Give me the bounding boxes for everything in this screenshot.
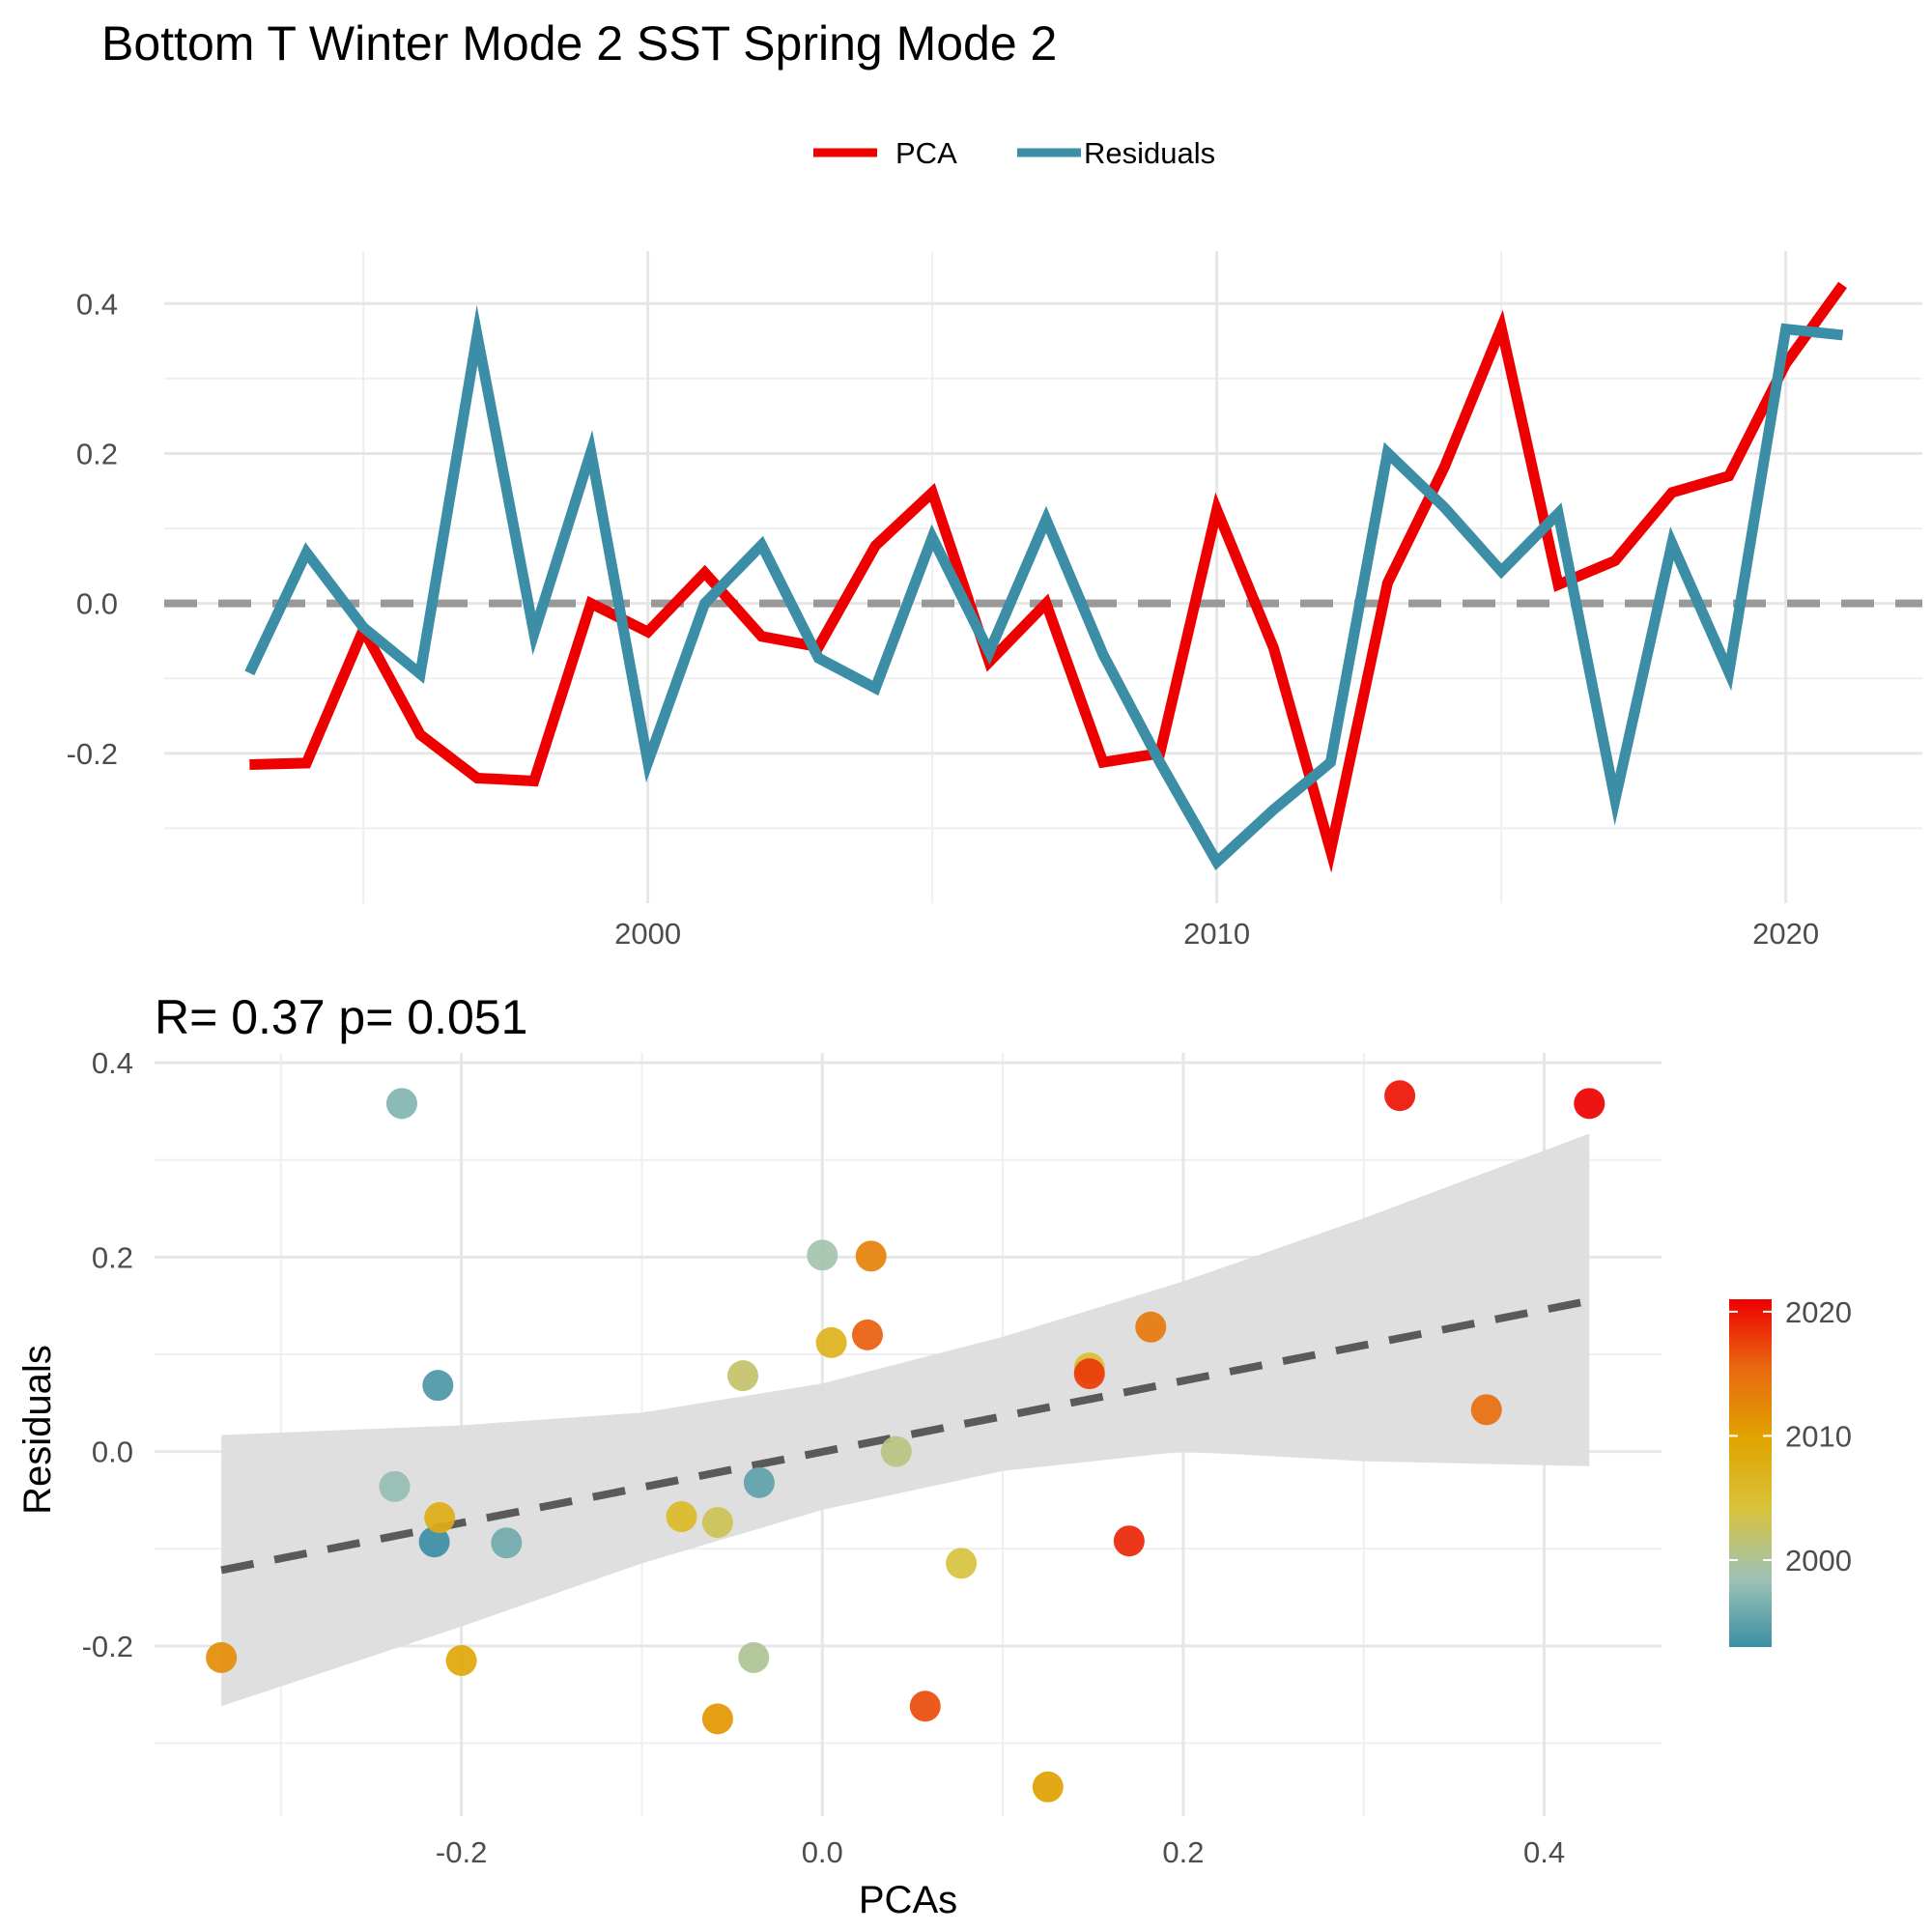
- residuals-line: [244, 304, 1844, 871]
- scatter-y-tick-label: 0.2: [92, 1240, 133, 1274]
- scatter-point: [1135, 1311, 1167, 1343]
- scatter-point: [1470, 1394, 1502, 1426]
- scatter-x-tick-label: -0.2: [436, 1835, 487, 1869]
- scatter-point: [701, 1507, 733, 1539]
- top-panel-x-ticks: 2000 2010 2020: [614, 917, 1819, 951]
- scatter-point: [909, 1690, 941, 1722]
- scatter-y-axis-label: Residuals: [16, 1345, 59, 1515]
- scatter-point: [1032, 1771, 1064, 1803]
- scatter-x-axis-label: PCAs: [859, 1879, 957, 1921]
- colorbar-tick-label: 2010: [1785, 1419, 1852, 1453]
- scatter-point: [701, 1703, 733, 1735]
- top-y-tick-label: 0.0: [76, 587, 118, 621]
- top-panel-series: [164, 281, 1922, 873]
- scatter-point: [815, 1326, 847, 1358]
- scatter-point: [1574, 1088, 1605, 1120]
- top-panel-grid: [164, 251, 1922, 903]
- scatter-x-tick-label: 0.0: [802, 1835, 843, 1869]
- top-y-tick-label: -0.2: [67, 737, 118, 771]
- scatter-point: [727, 1360, 759, 1392]
- scatter-point: [666, 1501, 697, 1533]
- scatter-confidence-ribbon: [221, 1133, 1590, 1707]
- scatter-point: [445, 1644, 477, 1676]
- scatter-x-ticks: -0.2 0.0 0.2 0.4: [436, 1835, 1565, 1869]
- top-y-tick-label: 0.4: [76, 287, 118, 321]
- scatter-point: [851, 1319, 883, 1350]
- colorbar-tick-label: 2020: [1785, 1295, 1852, 1329]
- colorbar: 2000 2010 2020: [1729, 1295, 1852, 1647]
- scatter-point: [491, 1527, 523, 1559]
- colorbar-tick-label: 2000: [1785, 1544, 1852, 1577]
- scatter-point: [743, 1466, 775, 1498]
- top-x-tick-label: 2020: [1752, 917, 1819, 951]
- scatter-y-tick-label: 0.4: [92, 1046, 133, 1080]
- scatter-y-tick-label: -0.2: [82, 1630, 133, 1663]
- scatter-point: [1384, 1080, 1416, 1112]
- scatter-point: [807, 1239, 838, 1271]
- colorbar-gradient: [1729, 1299, 1772, 1647]
- scatter-point: [880, 1435, 912, 1467]
- confidence-band: [221, 1133, 1590, 1707]
- top-y-tick-label: 0.2: [76, 437, 118, 470]
- legend: PCA Residuals: [813, 136, 1215, 170]
- legend-label-pca: PCA: [895, 136, 957, 170]
- legend-label-residuals: Residuals: [1084, 136, 1215, 170]
- scatter-x-tick-label: 0.2: [1162, 1835, 1204, 1869]
- scatter-point: [418, 1526, 450, 1558]
- scatter-x-tick-label: 0.4: [1523, 1835, 1565, 1869]
- scatter-point: [946, 1548, 978, 1579]
- pca-line: [249, 281, 1847, 873]
- scatter-y-tick-label: 0.0: [92, 1435, 133, 1469]
- scatter-point: [738, 1641, 770, 1673]
- top-x-tick-label: 2000: [614, 917, 681, 951]
- scatter-point: [379, 1470, 411, 1502]
- scatter-y-ticks: -0.2 0.0 0.2 0.4: [82, 1046, 133, 1663]
- scatter-point: [1073, 1358, 1105, 1390]
- top-x-tick-label: 2010: [1183, 917, 1250, 951]
- figure-title: Bottom T Winter Mode 2 SST Spring Mode 2: [101, 16, 1057, 71]
- top-panel-y-ticks: -0.2 0.0 0.2 0.4: [67, 287, 118, 771]
- scatter-point: [206, 1641, 238, 1673]
- scatter-points: [206, 1080, 1605, 1803]
- scatter-point: [1113, 1525, 1145, 1557]
- scatter-point: [422, 1370, 454, 1402]
- scatter-point: [424, 1502, 456, 1534]
- scatter-title: R= 0.37 p= 0.051: [155, 990, 527, 1044]
- scatter-point: [385, 1088, 417, 1120]
- scatter-point: [855, 1240, 887, 1272]
